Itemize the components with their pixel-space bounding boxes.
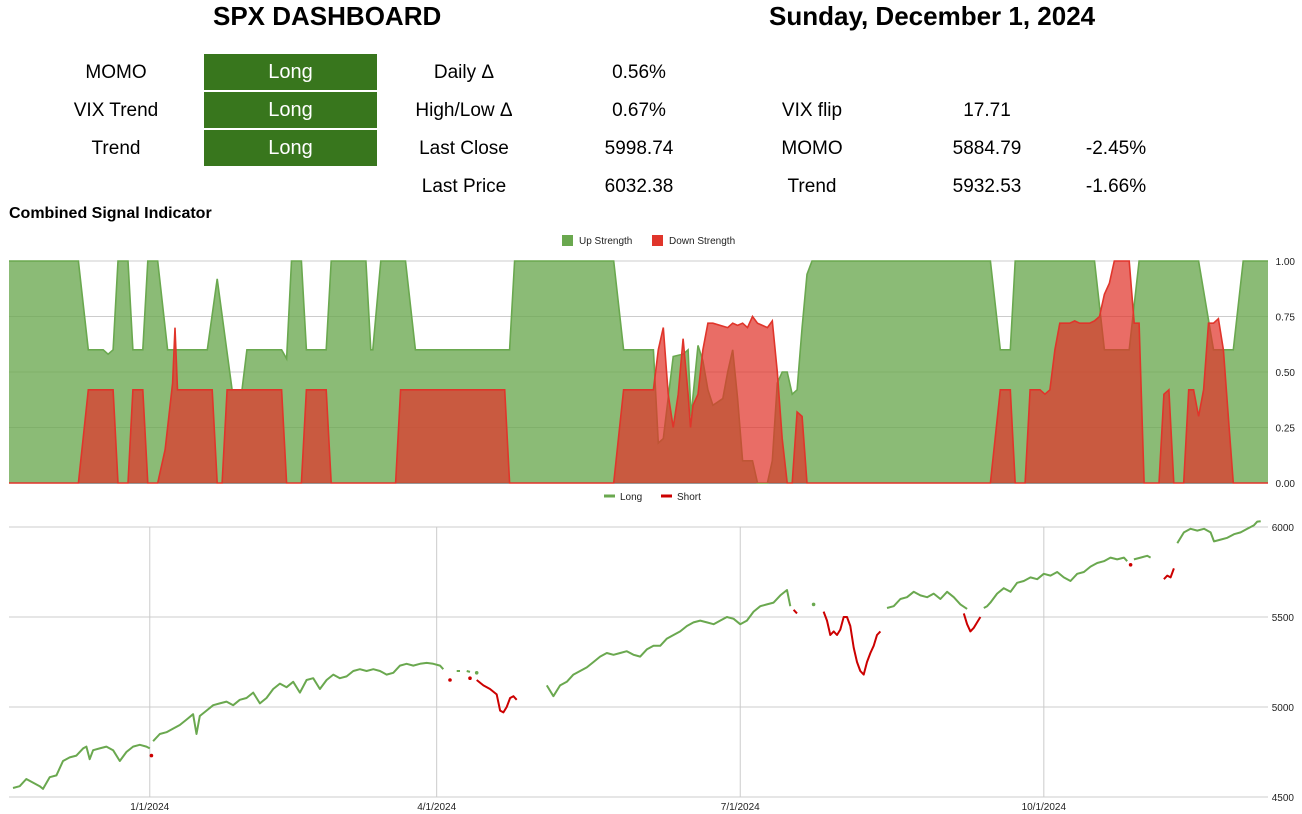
signal-indicator-title: Combined Signal Indicator <box>9 205 212 222</box>
series-segment <box>962 613 982 633</box>
series-segment <box>822 611 882 676</box>
series-down-strength <box>9 260 1268 484</box>
level-label-vix-flip: VIX flip <box>781 100 843 121</box>
legend-label: Long <box>620 492 642 503</box>
stat-value-last-close: 5998.74 <box>604 138 674 159</box>
dashboard-date: Sunday, December 1, 2024 <box>769 1 1096 31</box>
y-tick-label: 1.00 <box>1276 257 1296 268</box>
signal-value-momo: Long <box>204 54 377 90</box>
y-tick-label: 0.75 <box>1276 313 1296 324</box>
signal-value-vix-trend: Long <box>204 92 377 128</box>
x-tick-label: 1/1/2024 <box>130 802 169 813</box>
series-segment <box>545 589 792 698</box>
series-segment <box>12 743 151 790</box>
stat-label-high-low: High/Low Δ <box>415 100 513 121</box>
signal-label-trend: Trend <box>91 138 141 159</box>
y-tick-label: 6000 <box>1272 523 1295 534</box>
y-tick-label: 5500 <box>1272 613 1295 624</box>
level-pct-trend: -1.66% <box>1085 176 1147 197</box>
level-pct-momo: -2.45% <box>1085 138 1147 159</box>
stat-label-last-close: Last Close <box>419 138 509 159</box>
series-segment <box>1163 568 1175 580</box>
level-value-vix-flip: 17.71 <box>963 100 1011 121</box>
series-point <box>149 753 154 758</box>
series-segment <box>152 661 445 742</box>
stat-value-high-low: 0.67% <box>612 100 666 121</box>
series-segment <box>792 609 798 615</box>
y-tick-label: 4500 <box>1272 793 1295 804</box>
series-point <box>1128 563 1133 567</box>
stat-value-last-price: 6032.38 <box>604 176 674 197</box>
x-tick-label: 7/1/2024 <box>721 802 760 813</box>
stat-label-last-price: Last Price <box>421 176 507 197</box>
signal-label-vix-trend: VIX Trend <box>73 100 159 121</box>
series-short <box>149 563 1175 758</box>
signal-value-trend: Long <box>204 130 377 166</box>
x-tick-label: 10/1/2024 <box>1022 802 1067 813</box>
signal-indicator-chart: 1.00 0.75 0.50 0.25 0.00 Up Strength Down Stre… <box>9 235 1296 490</box>
series-segment <box>1133 554 1152 561</box>
signal-legend: Up Strength Down Strength <box>562 235 735 247</box>
y-tick-label: 0.25 <box>1276 424 1296 435</box>
legend-label: Down Strength <box>669 236 735 247</box>
area-fill <box>9 261 1268 483</box>
level-label-momo: MOMO <box>781 138 843 159</box>
series-segment <box>466 670 471 673</box>
series-segment <box>476 679 518 714</box>
y-tick-label: 5000 <box>1272 703 1295 714</box>
level-value-trend: 5932.53 <box>952 176 1022 197</box>
price-chart: 6000 5500 5000 4500 1/1/2024 4/1/2024 7/1/2024… <box>9 492 1295 813</box>
series-point <box>448 678 452 682</box>
price-legend: Long Short <box>604 492 701 503</box>
y-tick-label: 0.00 <box>1276 479 1296 490</box>
level-label-trend: Trend <box>787 176 837 197</box>
legend-swatch <box>562 235 573 246</box>
dashboard-title: SPX DASHBOARD <box>213 1 442 31</box>
y-tick-label: 0.50 <box>1276 368 1296 379</box>
stat-value-daily: 0.56% <box>612 62 666 83</box>
series-point <box>474 671 479 675</box>
x-tick-label: 4/1/2024 <box>417 802 456 813</box>
series-segment <box>1176 520 1261 544</box>
signal-label-momo: MOMO <box>85 62 147 83</box>
legend-swatch <box>652 235 663 246</box>
series-segment <box>983 556 1128 609</box>
area-line <box>9 260 1268 484</box>
legend-label: Up Strength <box>579 236 632 247</box>
series-point <box>811 602 816 607</box>
legend-label: Short <box>677 492 701 503</box>
stat-label-daily: Daily Δ <box>433 62 495 83</box>
series-point <box>468 676 472 680</box>
series-segment <box>886 590 968 610</box>
series-long <box>12 520 1261 790</box>
level-value-momo: 5884.79 <box>952 138 1022 159</box>
